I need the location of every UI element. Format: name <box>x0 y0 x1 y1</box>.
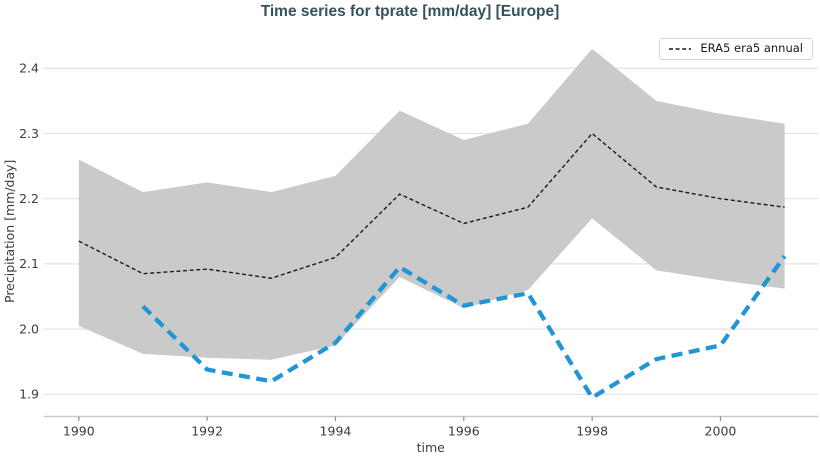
svg-text:1994: 1994 <box>320 424 352 439</box>
svg-text:2.3: 2.3 <box>19 126 39 141</box>
legend-label: ERA5 era5 annual <box>700 41 803 55</box>
uncertainty-band <box>78 48 785 360</box>
legend-dash-icon <box>669 48 692 50</box>
svg-text:1992: 1992 <box>191 424 223 439</box>
svg-text:1998: 1998 <box>576 424 608 439</box>
mean-line <box>78 132 785 279</box>
svg-text:1990: 1990 <box>63 424 95 439</box>
legend: ERA5 era5 annual <box>659 38 813 60</box>
chart-title: Time series for tprate [mm/day] [Europe] <box>260 3 560 20</box>
svg-text:1996: 1996 <box>448 424 480 439</box>
svg-text:2.1: 2.1 <box>19 256 39 271</box>
y-tick-labels: 1.9 2.0 2.1 2.2 2.3 2.4 <box>19 61 39 402</box>
svg-text:2.2: 2.2 <box>19 191 39 206</box>
svg-text:2.4: 2.4 <box>19 61 39 76</box>
x-ticks: 1990 1992 1994 1996 1998 2000 <box>63 416 737 439</box>
svg-text:2.0: 2.0 <box>19 321 39 336</box>
x-axis-label: time <box>417 440 446 455</box>
era5-line <box>141 254 787 401</box>
svg-text:1.9: 1.9 <box>19 387 39 402</box>
y-axis-label: Precipitation [mm/day] <box>2 160 17 303</box>
svg-text:2000: 2000 <box>705 424 737 439</box>
